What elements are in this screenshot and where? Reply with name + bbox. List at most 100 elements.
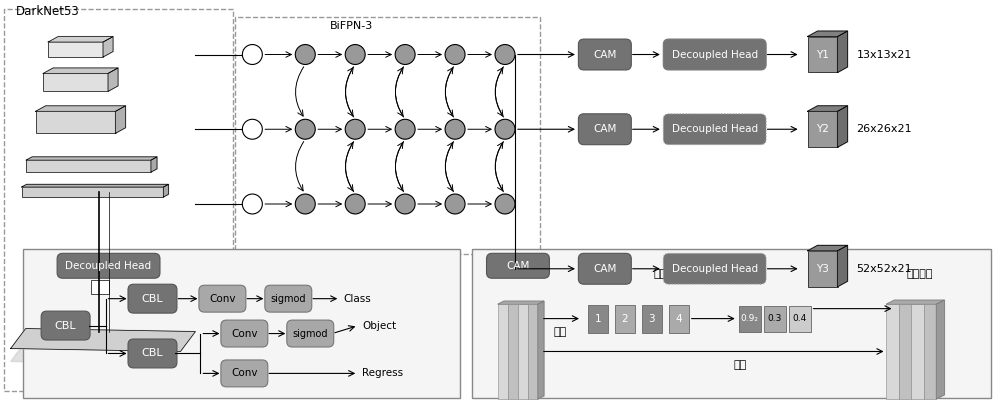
Bar: [23, 249, 460, 398]
Text: sigmod: sigmod: [271, 294, 306, 304]
Polygon shape: [808, 245, 848, 251]
Text: 52x52x21: 52x52x21: [857, 264, 912, 274]
Polygon shape: [116, 106, 126, 133]
FancyBboxPatch shape: [578, 114, 631, 145]
Text: CBL: CBL: [142, 294, 163, 304]
Bar: [528, 304, 538, 399]
FancyBboxPatch shape: [265, 285, 312, 312]
Polygon shape: [11, 341, 195, 364]
Text: DarkNet53: DarkNet53: [16, 5, 79, 18]
Text: CBL: CBL: [55, 320, 76, 330]
Bar: [36, 112, 116, 133]
Bar: [43, 74, 108, 91]
Text: Decoupled Head: Decoupled Head: [672, 264, 758, 274]
Text: 13x13x21: 13x13x21: [857, 50, 912, 59]
Circle shape: [295, 194, 315, 214]
Text: 0.9₂: 0.9₂: [741, 314, 759, 323]
Polygon shape: [103, 37, 113, 57]
Bar: [789, 306, 811, 332]
FancyBboxPatch shape: [128, 339, 177, 368]
Circle shape: [395, 44, 415, 65]
Polygon shape: [838, 31, 848, 72]
Bar: [808, 112, 838, 147]
Polygon shape: [26, 157, 157, 160]
Bar: [48, 42, 103, 57]
FancyBboxPatch shape: [128, 284, 177, 313]
Text: CAM: CAM: [593, 50, 617, 59]
Polygon shape: [838, 245, 848, 287]
Bar: [91, 280, 109, 294]
Polygon shape: [36, 106, 126, 112]
Bar: [26, 160, 151, 172]
Bar: [472, 249, 991, 398]
Text: Decoupled Head: Decoupled Head: [65, 261, 152, 271]
Text: Conv: Conv: [231, 328, 258, 339]
Text: Y3: Y3: [816, 264, 829, 274]
FancyBboxPatch shape: [57, 253, 160, 278]
Polygon shape: [151, 157, 157, 172]
FancyBboxPatch shape: [487, 253, 549, 278]
Polygon shape: [108, 68, 118, 91]
Text: 映射: 映射: [733, 360, 746, 370]
Text: 26x26x21: 26x26x21: [857, 124, 912, 134]
Polygon shape: [936, 300, 944, 399]
Text: CBL: CBL: [142, 349, 163, 358]
Bar: [808, 251, 838, 287]
Text: Class: Class: [343, 294, 371, 304]
Bar: [508, 304, 518, 399]
Bar: [669, 305, 689, 332]
FancyBboxPatch shape: [287, 320, 334, 347]
Circle shape: [242, 119, 262, 139]
FancyBboxPatch shape: [41, 311, 90, 340]
Circle shape: [345, 44, 365, 65]
Polygon shape: [11, 328, 195, 351]
Text: 压缩: 压缩: [553, 326, 567, 337]
Polygon shape: [48, 37, 113, 42]
Bar: [498, 304, 508, 399]
FancyBboxPatch shape: [578, 253, 631, 284]
FancyBboxPatch shape: [221, 320, 268, 347]
Bar: [588, 305, 608, 332]
Polygon shape: [22, 184, 168, 187]
Polygon shape: [163, 184, 168, 197]
Text: 激活: 激活: [653, 269, 666, 279]
Text: CAM: CAM: [506, 261, 530, 271]
FancyBboxPatch shape: [663, 114, 766, 145]
Circle shape: [495, 119, 515, 139]
Bar: [642, 305, 662, 332]
Circle shape: [345, 194, 365, 214]
FancyBboxPatch shape: [221, 360, 268, 387]
Bar: [808, 37, 838, 72]
Text: Conv: Conv: [209, 294, 236, 304]
Circle shape: [395, 194, 415, 214]
Text: Decoupled Head: Decoupled Head: [672, 50, 758, 59]
Text: 4: 4: [675, 314, 682, 324]
Bar: [739, 306, 761, 332]
Text: 1: 1: [595, 314, 601, 324]
Bar: [899, 304, 911, 399]
Bar: [615, 305, 635, 332]
Circle shape: [242, 44, 262, 65]
FancyBboxPatch shape: [663, 253, 766, 284]
Circle shape: [495, 44, 515, 65]
Text: Y1: Y1: [816, 50, 829, 59]
Circle shape: [295, 119, 315, 139]
Text: 0.3: 0.3: [767, 314, 782, 323]
Text: Regress: Regress: [362, 368, 403, 379]
Bar: [764, 306, 786, 332]
Circle shape: [242, 194, 262, 214]
Polygon shape: [808, 31, 848, 37]
Bar: [22, 187, 163, 197]
Text: 权重分配: 权重分配: [906, 269, 933, 279]
Polygon shape: [43, 68, 118, 74]
Circle shape: [395, 119, 415, 139]
Bar: [886, 304, 899, 399]
Polygon shape: [808, 106, 848, 112]
Circle shape: [445, 119, 465, 139]
FancyBboxPatch shape: [578, 39, 631, 70]
Polygon shape: [538, 301, 544, 399]
Polygon shape: [498, 301, 544, 304]
FancyBboxPatch shape: [663, 39, 766, 70]
Text: Conv: Conv: [231, 368, 258, 379]
Text: 0.4: 0.4: [792, 314, 807, 323]
